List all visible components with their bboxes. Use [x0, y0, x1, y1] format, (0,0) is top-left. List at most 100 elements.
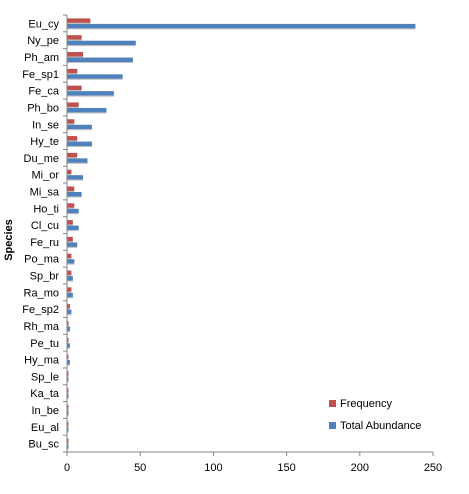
legend-swatch-total-abundance: [329, 422, 336, 429]
bar-shadow-frequency-fe-sp2: [67, 308, 70, 310]
bar-frequency-cl-cu: [67, 220, 73, 225]
category-label-ka-ta: Ka_ta: [30, 388, 60, 400]
bar-frequency-in-be: [67, 404, 69, 410]
bar-total-abundance-ph-bo: [67, 107, 107, 113]
category-label-ho-ti: Ho_ti: [33, 203, 59, 215]
bar-shadow-frequency-mi-or: [67, 174, 72, 176]
bar-frequency-sp-le: [67, 371, 69, 376]
bar-shadow-frequency-hy-ma: [67, 359, 69, 361]
bar-frequency-in-se: [67, 119, 75, 124]
x-tick-label-100: 100: [204, 462, 222, 474]
axes: [63, 14, 434, 456]
bar-shadow-total-abundance-fe-sp2: [67, 314, 72, 316]
bar-total-abundance-ho-ti: [67, 208, 79, 214]
bar-shadow-frequency-ho-ti: [67, 207, 75, 209]
bar-shadow-total-abundance-ph-am: [67, 62, 133, 64]
bar-total-abundance-ra-mo: [67, 292, 73, 298]
category-label-cl-cu: Cl_cu: [31, 220, 59, 232]
x-tick-label-250: 250: [424, 462, 442, 474]
bar-shadow-frequency-rh-ma: [67, 325, 69, 327]
bar-total-abundance-eu-cy: [67, 23, 416, 29]
bar-shadow-total-abundance-fe-ca: [67, 95, 114, 97]
category-label-po-ma: Po_ma: [24, 254, 60, 266]
x-tick-label-0: 0: [64, 462, 70, 474]
bar-shadow-total-abundance-hy-te: [67, 146, 92, 148]
bar-frequency-ka-ta: [67, 388, 69, 393]
bar-shadow-frequency-in-se: [67, 123, 75, 125]
bar-shadow-frequency-ny-pe: [67, 39, 82, 41]
bar-frequency-mi-or: [67, 169, 72, 175]
bar-total-abundance-ph-am: [67, 57, 133, 63]
bar-shadow-total-abundance-ra-mo: [67, 297, 73, 299]
legend: Frequency Total Abundance: [329, 398, 421, 432]
category-label-hy-te: Hy_te: [30, 136, 59, 148]
bar-shadow-frequency-hy-te: [67, 140, 78, 142]
legend-swatch-frequency: [329, 400, 336, 407]
bar-frequency-mi-sa: [67, 186, 75, 191]
bar-total-abundance-fe-ru: [67, 242, 78, 247]
bar-shadow-total-abundance-sp-br: [67, 280, 73, 282]
bar-total-abundance-mi-sa: [67, 191, 82, 197]
bar-frequency-fe-ca: [67, 85, 82, 91]
bar-total-abundance-hy-te: [67, 141, 92, 147]
bar-shadow-frequency-pe-tu: [67, 342, 69, 344]
bar-frequency-fe-sp1: [67, 68, 78, 74]
bar-shadow-total-abundance-ny-pe: [67, 45, 136, 47]
x-tick-label-50: 50: [134, 462, 146, 474]
bar-shadow-total-abundance-fe-ru: [67, 246, 78, 248]
legend-label-total-abundance: Total Abundance: [340, 420, 421, 432]
bar-frequency-ra-mo: [67, 287, 72, 292]
bar-frequency-fe-ru: [67, 236, 73, 242]
bar-shadow-total-abundance-ho-ti: [67, 213, 79, 215]
category-label-mi-or: Mi_or: [31, 170, 59, 182]
bar-shadow-total-abundance-po-ma: [67, 263, 75, 265]
bar-total-abundance-bu-sc: [67, 444, 69, 449]
bar-shadow-frequency-fe-ru: [67, 241, 73, 243]
category-label-sp-br: Sp_br: [30, 271, 60, 283]
bar-frequency-rh-ma: [67, 320, 69, 326]
category-label-mi-sa: Mi_sa: [30, 186, 60, 198]
bar-total-abundance-sp-le: [67, 376, 69, 382]
bar-total-abundance-fe-sp2: [67, 309, 72, 315]
category-label-eu-cy: Eu_cy: [28, 18, 59, 30]
bar-total-abundance-du-me: [67, 158, 88, 163]
category-label-du-me: Du_me: [24, 153, 59, 165]
bar-shadow-total-abundance-eu-al: [67, 431, 69, 433]
category-label-ny-pe: Ny_pe: [27, 35, 59, 47]
bar-frequency-pe-tu: [67, 337, 69, 343]
bar-frequency-po-ma: [67, 253, 72, 259]
bar-shadow-total-abundance-cl-cu: [67, 230, 79, 232]
bar-shadow-frequency-mi-sa: [67, 190, 75, 192]
bar-frequency-eu-al: [67, 421, 69, 427]
x-tick-labels: 0 50 100 150 200 250: [64, 462, 442, 474]
bar-shadow-total-abundance-in-se: [67, 129, 92, 131]
bar-total-abundance-mi-or: [67, 175, 84, 180]
category-label-fe-ca: Fe_ca: [28, 86, 59, 98]
bar-frequency-ph-bo: [67, 102, 79, 107]
bar-shadow-frequency-fe-sp1: [67, 73, 78, 75]
bar-total-abundance-po-ma: [67, 259, 75, 264]
bar-shadow-total-abundance-mi-or: [67, 179, 84, 181]
category-label-fe-ru: Fe_ru: [30, 237, 59, 249]
category-label-in-be: In_be: [31, 405, 59, 417]
bar-frequency-sp-br: [67, 270, 72, 276]
bar-shadow-frequency-eu-cy: [67, 22, 91, 24]
bar-total-abundance-in-se: [67, 124, 92, 130]
bar-frequency-hy-ma: [67, 354, 69, 360]
y-axis-title: Species: [3, 219, 15, 261]
bar-total-abundance-ny-pe: [67, 40, 136, 46]
bar-shadow-frequency-ph-am: [67, 56, 84, 58]
bar-shadow-frequency-po-ma: [67, 258, 72, 260]
bar-shadow-frequency-in-be: [67, 409, 69, 411]
bar-total-abundance-hy-ma: [67, 360, 70, 365]
bar-total-abundance-cl-cu: [67, 225, 79, 231]
bar-shadow-total-abundance-in-be: [67, 414, 69, 416]
bar-total-abundance-fe-ca: [67, 91, 114, 96]
bar-shadow-total-abundance-bu-sc: [67, 448, 69, 450]
bar-shadow-total-abundance-eu-cy: [67, 28, 416, 30]
category-label-rh-ma: Rh_ma: [24, 321, 60, 333]
category-label-fe-sp2: Fe_sp2: [22, 304, 59, 316]
category-label-bu-sc: Bu_sc: [28, 439, 59, 451]
